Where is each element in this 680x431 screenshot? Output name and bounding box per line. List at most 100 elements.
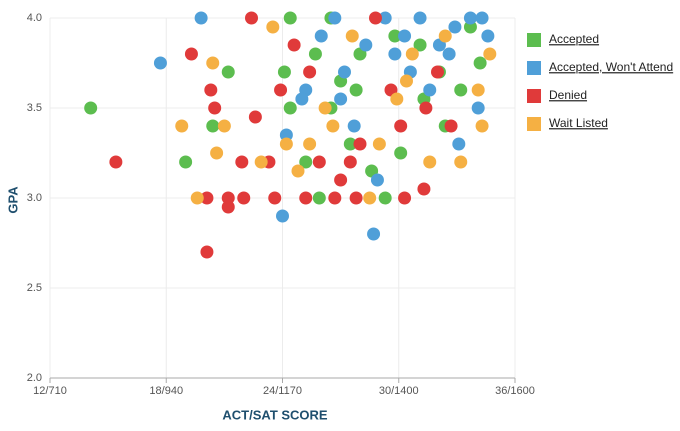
point — [221, 191, 235, 205]
point — [303, 137, 317, 151]
legend-swatch — [527, 61, 541, 75]
point — [283, 101, 297, 115]
x-tick-label: 30/1400 — [379, 385, 419, 397]
legend-label[interactable]: Accepted — [549, 32, 599, 46]
point — [463, 11, 477, 25]
point — [475, 119, 489, 133]
point — [394, 146, 408, 160]
point — [388, 47, 402, 61]
point — [413, 11, 427, 25]
point — [299, 155, 313, 169]
point — [343, 137, 357, 151]
point — [328, 191, 342, 205]
point — [295, 92, 309, 106]
point — [438, 29, 452, 43]
point — [423, 155, 437, 169]
point — [235, 155, 249, 169]
point — [328, 11, 342, 25]
point — [400, 74, 413, 88]
point — [473, 56, 487, 70]
x-axis-title: ACT/SAT SCORE — [222, 407, 328, 422]
point — [248, 110, 262, 124]
point — [206, 56, 220, 70]
point — [454, 155, 468, 169]
point — [367, 227, 381, 241]
point — [200, 245, 214, 259]
point — [277, 65, 291, 79]
point — [475, 11, 489, 25]
x-tick-label: 18/940 — [149, 385, 183, 397]
point — [463, 20, 477, 34]
point — [254, 155, 268, 169]
point — [345, 29, 359, 43]
point — [334, 173, 348, 187]
point — [109, 155, 123, 169]
x-tick-label: 12/710 — [33, 385, 67, 397]
point — [417, 182, 431, 196]
x-tick-label: 36/1600 — [495, 385, 535, 397]
point — [268, 191, 282, 205]
point — [349, 191, 363, 205]
point — [274, 83, 288, 97]
legend-label[interactable]: Denied — [549, 88, 587, 102]
point — [359, 38, 373, 52]
point — [210, 146, 224, 160]
y-tick-label: 2.0 — [27, 372, 42, 384]
point — [221, 65, 235, 79]
point — [378, 191, 392, 205]
point — [471, 101, 485, 115]
point — [318, 101, 332, 115]
point — [194, 11, 208, 25]
point — [208, 101, 222, 115]
y-tick-label: 3.0 — [27, 192, 42, 204]
point — [276, 209, 289, 223]
point — [413, 38, 427, 52]
point — [372, 137, 386, 151]
point — [190, 191, 204, 205]
point — [423, 83, 437, 97]
point — [206, 119, 220, 133]
point — [279, 128, 293, 142]
point — [204, 83, 218, 97]
point — [283, 11, 297, 25]
point — [245, 11, 258, 25]
point — [184, 47, 198, 61]
point — [442, 47, 456, 61]
point — [153, 56, 167, 70]
point — [312, 191, 326, 205]
point — [314, 29, 328, 43]
y-tick-label: 2.5 — [27, 282, 42, 294]
point — [279, 137, 293, 151]
legend-swatch — [527, 89, 541, 103]
y-tick-label: 3.5 — [27, 102, 42, 114]
point — [326, 119, 340, 133]
point — [349, 83, 363, 97]
point — [388, 29, 402, 43]
point — [398, 191, 412, 205]
point — [347, 119, 361, 133]
point — [84, 101, 98, 115]
point — [312, 155, 326, 169]
legend-swatch — [527, 117, 541, 131]
point — [308, 47, 322, 61]
point — [369, 11, 382, 25]
point — [303, 65, 317, 79]
legend-label[interactable]: Accepted, Won't Attend — [549, 60, 673, 74]
point — [217, 119, 231, 133]
point — [343, 155, 357, 169]
point — [266, 20, 280, 34]
point — [394, 119, 408, 133]
legend-swatch — [527, 33, 541, 47]
legend-label[interactable]: Wait Listed — [549, 116, 608, 130]
point — [444, 119, 458, 133]
point — [363, 191, 377, 205]
y-axis-title: GPA — [5, 186, 20, 214]
point — [287, 38, 301, 52]
point — [405, 47, 419, 61]
point — [452, 137, 466, 151]
point — [179, 155, 193, 169]
point — [338, 65, 351, 79]
point — [291, 164, 305, 178]
point — [481, 29, 495, 43]
